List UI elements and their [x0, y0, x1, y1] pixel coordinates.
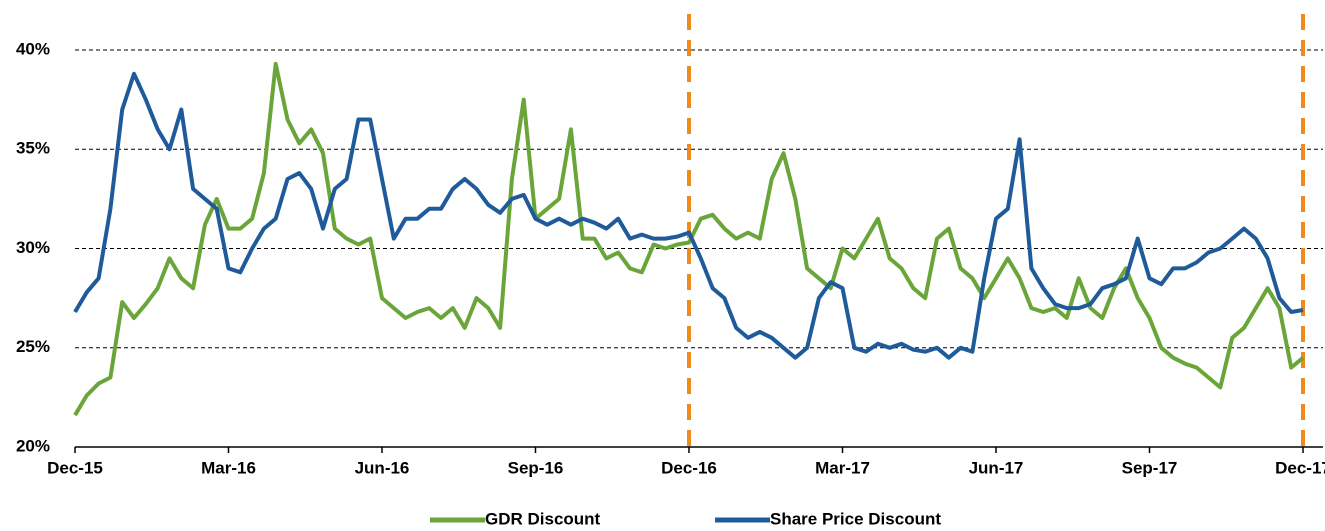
x-tick-label: Dec-17: [1275, 458, 1325, 477]
legend-label: GDR Discount: [485, 509, 601, 528]
series-line: [73, 61, 1305, 417]
x-tick-label: Jun-16: [355, 458, 410, 477]
x-tick-label: Sep-17: [1122, 458, 1178, 477]
y-tick-label: 40%: [16, 39, 50, 58]
x-tick-label: Mar-16: [201, 458, 256, 477]
x-tick-label: Sep-16: [508, 458, 564, 477]
x-tick-label: Mar-17: [815, 458, 870, 477]
legend-label: Share Price Discount: [770, 509, 941, 528]
x-tick-label: Jun-17: [969, 458, 1024, 477]
y-tick-label: 30%: [16, 238, 50, 257]
y-tick-label: 35%: [16, 139, 50, 158]
series-line: [73, 71, 1304, 360]
x-tick-label: Dec-15: [47, 458, 103, 477]
y-tick-label: 25%: [16, 337, 50, 356]
x-tick-label: Dec-16: [661, 458, 717, 477]
y-tick-label: 20%: [16, 436, 50, 455]
